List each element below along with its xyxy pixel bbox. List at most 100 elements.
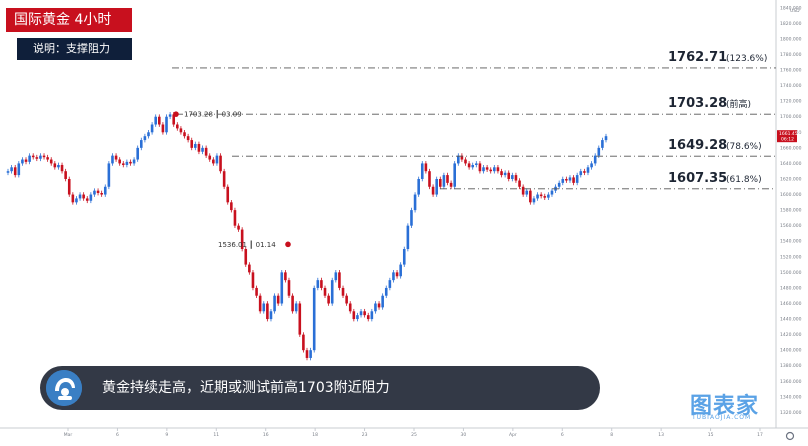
x-tick-label: 6 [116, 432, 119, 438]
candle-body [269, 311, 273, 320]
candle-body [557, 182, 561, 187]
candle-body [139, 140, 143, 148]
y-tick-label: 1620.000 [780, 176, 802, 182]
y-tick-label: 1720.000 [780, 99, 802, 105]
site-logo: 图表家 TUBIAOJIA.COM [686, 388, 770, 422]
candle-body [366, 315, 370, 320]
candle-body [601, 140, 604, 148]
x-tick-label: Apr [509, 432, 517, 438]
candle-body [348, 303, 352, 312]
candle-body [143, 136, 147, 141]
candle-body [237, 225, 240, 230]
gear-icon[interactable] [785, 431, 795, 441]
candle-body [226, 186, 230, 203]
y-tick-label: 1520.000 [780, 254, 802, 260]
candle-body [240, 229, 244, 250]
candle-body [107, 163, 111, 187]
candle-body [280, 272, 284, 304]
x-tick-label: 11 [213, 432, 219, 438]
caption-text: 黄金持续走高，近期或测试前高1703附近阻力 [102, 380, 390, 396]
candle-body [590, 163, 593, 168]
candle-body [194, 143, 197, 148]
y-tick-label: 1840.000 [780, 5, 802, 11]
x-tick-label: 6 [561, 432, 564, 438]
x-tick-label: 30 [461, 432, 467, 438]
candle-body [583, 171, 586, 173]
candle-body [493, 167, 496, 172]
candle-body [402, 249, 406, 265]
x-tick-label: 16 [263, 432, 269, 438]
candle-body [370, 311, 374, 320]
candle-body [255, 287, 258, 296]
candle-body [406, 225, 410, 250]
candle-body [284, 272, 287, 281]
candle-body [248, 264, 251, 273]
candle-body [334, 272, 338, 281]
x-tick-label: 23 [362, 432, 368, 438]
low-point-label: 1536.01 ┃ 01.14 [218, 240, 276, 249]
candle-body [395, 272, 399, 277]
candle-body [132, 159, 136, 164]
y-tick-label: 1800.000 [780, 36, 802, 42]
candle-body [521, 186, 525, 195]
candle-body [327, 295, 330, 304]
candle-body [165, 116, 168, 133]
logo-sub-text: TUBIAOJIA.COM [692, 414, 752, 421]
candle-body [529, 190, 532, 203]
candle-body [121, 163, 125, 165]
candle-body [158, 116, 161, 125]
candle-body [460, 155, 464, 160]
level-value-label: 1762.71 [668, 50, 727, 65]
candle-body [381, 295, 384, 308]
level-value-label: 1703.28 [668, 96, 727, 111]
y-tick-label: 1380.000 [780, 363, 802, 369]
candle-body [230, 202, 233, 211]
candle-body [356, 315, 359, 320]
candle-body [150, 124, 154, 133]
candle-body [305, 350, 309, 358]
candle-body [572, 177, 575, 183]
candle-body [384, 287, 388, 296]
candle-body [485, 167, 489, 170]
candle-body [219, 155, 222, 172]
x-tick-label: 15 [708, 432, 714, 438]
candle-body [543, 196, 547, 198]
x-tick-label: 8 [610, 432, 613, 438]
candle-body [67, 178, 71, 195]
candle-body [496, 167, 500, 172]
y-tick-label: 1580.000 [780, 208, 802, 214]
candle-body [60, 164, 64, 172]
candle-body [435, 178, 438, 195]
candle-body [511, 175, 514, 179]
candle-body [17, 163, 21, 176]
y-tick-label: 1660.000 [780, 145, 802, 151]
level-note-label: (123.6%) [726, 54, 767, 64]
candle-body [507, 172, 511, 179]
candle-body [71, 194, 75, 203]
candle-body [85, 198, 89, 201]
candle-body [518, 180, 521, 187]
candle-body [161, 124, 165, 133]
candle-body [320, 280, 323, 288]
candle-body [287, 280, 291, 296]
candle-body [129, 161, 132, 164]
candle-body [190, 140, 194, 148]
candle-body [547, 194, 550, 198]
candle-body [323, 287, 327, 296]
candle-body [438, 178, 442, 187]
current-price-tag [777, 130, 797, 143]
candle-body [330, 280, 334, 304]
candle-body [597, 147, 601, 156]
candle-body [514, 175, 518, 181]
candle-body [316, 280, 320, 288]
candle-body [500, 171, 503, 176]
candle-body [388, 280, 392, 288]
candle-body [154, 116, 157, 125]
candle-body [410, 210, 413, 226]
y-tick-label: 1460.000 [780, 301, 802, 307]
candle-body [78, 194, 82, 199]
candle-body [46, 157, 49, 160]
candle-body [503, 172, 507, 176]
candle-body [446, 175, 449, 183]
